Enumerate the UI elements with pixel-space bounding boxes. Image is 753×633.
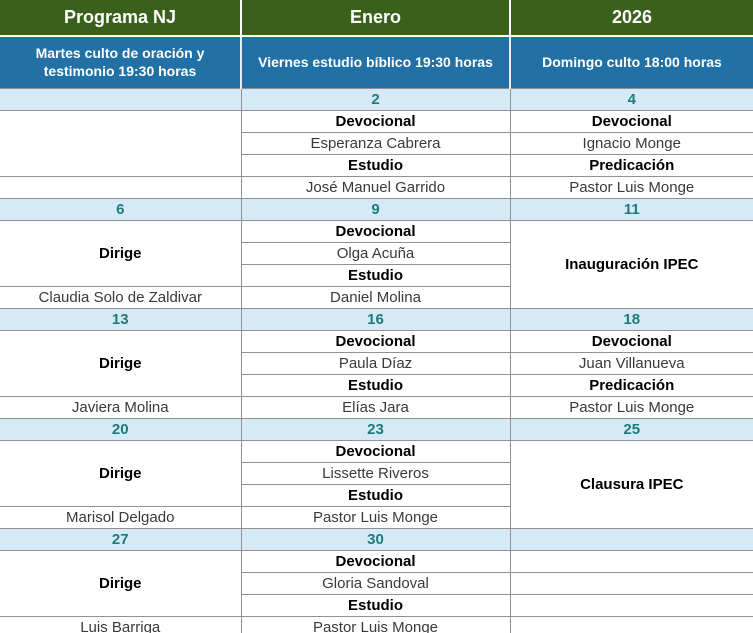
name-cell: Olga Acuña: [241, 241, 510, 265]
table-row: Estudio: [0, 593, 753, 617]
date-row: 20 23 25: [0, 417, 753, 441]
role-cell: Predicación: [509, 153, 753, 177]
table-row: Estudio: [0, 483, 753, 507]
name-cell: Marisol Delgado: [0, 505, 242, 529]
name-cell: Pastor Luis Monge: [509, 395, 753, 419]
table-row: Luis Barriga Pastor Luis Monge: [0, 615, 753, 633]
date-cell: 13: [0, 307, 242, 331]
name-cell: Pastor Luis Monge: [509, 175, 753, 199]
date-row: 6 9 11: [0, 197, 753, 221]
table-row: Javiera Molina Elías Jara Pastor Luis Mo…: [0, 395, 753, 419]
role-cell: Devocional: [509, 329, 753, 353]
name-cell: Claudia Solo de Zaldivar: [0, 285, 242, 309]
name-cell: Paula Díaz: [241, 351, 511, 375]
date-cell: 27: [0, 527, 242, 551]
dirige-cell: [0, 109, 242, 177]
table-row: Dirige Devocional Devocional: [0, 329, 753, 397]
date-cell: 30: [240, 527, 511, 551]
name-cell: Lissette Riveros: [241, 461, 510, 485]
name-cell: Gloria Sandoval: [241, 571, 511, 595]
header-cell-year: 2026: [510, 0, 753, 37]
date-cell: 6: [0, 197, 242, 221]
date-cell: [0, 87, 242, 111]
table-row: Devocional Devocional: [0, 109, 753, 177]
table-row: Dirige Devocional Inauguración IPEC: [0, 219, 753, 309]
table-row: Olga Acuña: [0, 241, 753, 265]
name-cell: Pastor Luis Monge: [240, 615, 511, 633]
date-cell: 9: [240, 197, 511, 221]
event-cell: Inauguración IPEC: [509, 219, 753, 309]
name-cell: Luis Barriga: [0, 615, 242, 633]
role-cell: Devocional: [240, 329, 511, 353]
subheader-cell-sunday: Domingo culto 18:00 horas: [510, 36, 753, 88]
role-cell: Devocional: [240, 549, 511, 573]
table-row: Estudio Predicación: [0, 373, 753, 397]
role-cell: Predicación: [509, 373, 753, 397]
table-row: Gloria Sandoval: [0, 571, 753, 595]
name-cell: Daniel Molina: [240, 285, 510, 309]
empty-cell: [509, 593, 753, 617]
date-row: 13 16 18: [0, 307, 753, 331]
date-row: 2 4: [0, 87, 753, 111]
subheader-cell-friday: Viernes estudio bíblico 19:30 horas: [241, 36, 511, 88]
dirige-cell: Dirige: [0, 219, 242, 287]
name-cell: Elías Jara: [240, 395, 511, 419]
date-cell: [509, 527, 753, 551]
date-cell: 23: [240, 417, 511, 441]
table-row: Lissette Riveros: [0, 461, 753, 485]
name-cell: [0, 175, 242, 199]
role-cell: Devocional: [240, 219, 511, 243]
name-cell: Esperanza Cabrera: [241, 131, 511, 155]
role-cell: Devocional: [509, 109, 753, 133]
event-cell: Clausura IPEC: [509, 439, 753, 529]
role-cell: Estudio: [241, 373, 511, 397]
name-cell: Ignacio Monge: [509, 131, 753, 155]
date-cell: 18: [509, 307, 753, 331]
dirige-cell: Dirige: [0, 549, 242, 617]
role-cell: Estudio: [241, 593, 511, 617]
date-cell: 20: [0, 417, 242, 441]
name-cell: Javiera Molina: [0, 395, 242, 419]
name-cell: Juan Villanueva: [509, 351, 753, 375]
table-row: Dirige Devocional: [0, 549, 753, 617]
empty-cell: [509, 549, 753, 573]
empty-cell: [509, 615, 753, 633]
header-cell-month: Enero: [241, 0, 511, 37]
name-cell: Pastor Luis Monge: [240, 505, 510, 529]
date-cell: 2: [240, 87, 511, 111]
title-row: Programa NJ Enero 2026: [0, 0, 753, 37]
table-row: José Manuel Garrido Pastor Luis Monge: [0, 175, 753, 199]
service-row: Martes culto de oración y testimonio 19:…: [0, 36, 753, 88]
dirige-cell: Dirige: [0, 439, 242, 507]
dirige-cell: Dirige: [0, 329, 242, 397]
date-cell: 4: [509, 87, 753, 111]
role-cell: Estudio: [241, 263, 510, 287]
role-cell: Devocional: [240, 439, 511, 463]
date-cell: 16: [240, 307, 511, 331]
date-cell: 25: [509, 417, 753, 441]
role-cell: Estudio: [241, 153, 511, 177]
name-cell: José Manuel Garrido: [240, 175, 511, 199]
subheader-cell-tuesday: Martes culto de oración y testimonio 19:…: [0, 36, 242, 88]
table-row: Dirige Devocional Clausura IPEC: [0, 439, 753, 529]
date-cell: 11: [509, 197, 753, 221]
header-cell-program: Programa NJ: [0, 0, 242, 37]
role-cell: Estudio: [241, 483, 510, 507]
empty-cell: [509, 571, 753, 595]
date-row: 27 30: [0, 527, 753, 551]
role-cell: Devocional: [240, 109, 511, 133]
table-row: Esperanza Cabrera Ignacio Monge: [0, 131, 753, 155]
